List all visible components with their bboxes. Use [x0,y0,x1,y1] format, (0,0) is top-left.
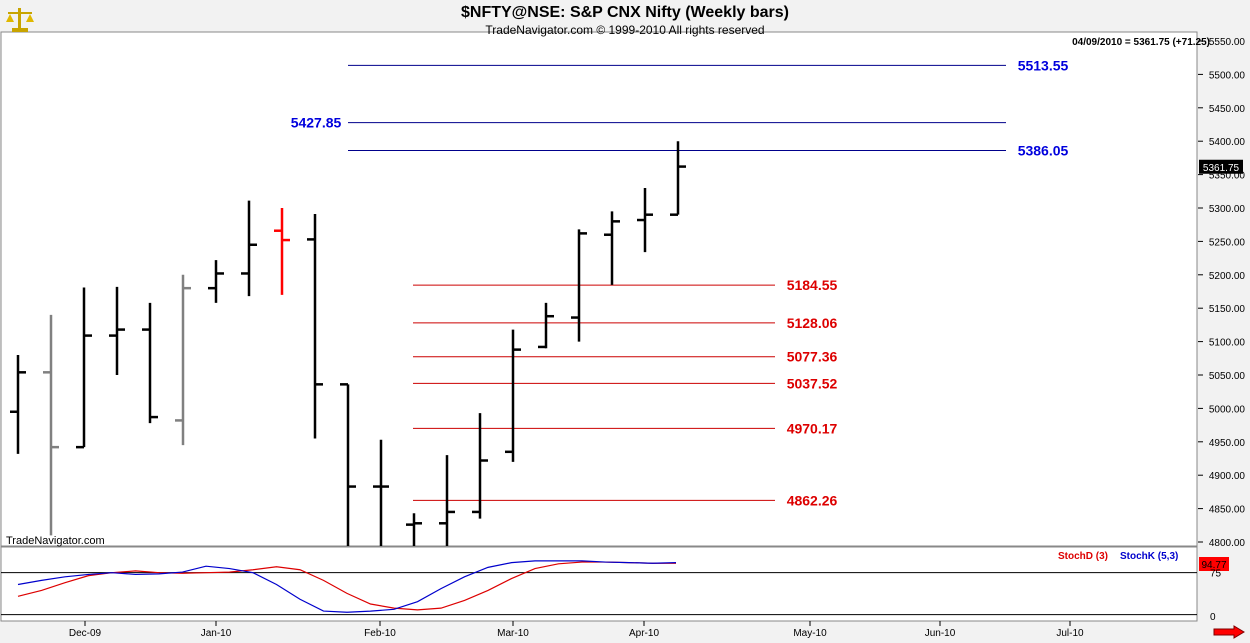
tradenavigator-logo-icon[interactable] [4,4,36,34]
ohlc-bar [43,314,59,536]
ohlc-bar [472,413,488,519]
time-tick-label: Jun-10 [925,628,956,639]
ohlc-bar [439,455,455,546]
price-tick-label: 5300.00 [1209,204,1246,215]
price-tick-label: 5100.00 [1209,338,1246,349]
price-tick-label: 5350.00 [1209,171,1246,182]
support-label: 5184.55 [787,277,838,293]
ohlc-bar [208,260,224,303]
price-tick-label: 4850.00 [1209,505,1246,516]
resistance-label: 5386.05 [1018,143,1069,159]
price-tick-label: 5250.00 [1209,237,1246,248]
price-axis [1198,32,1250,546]
stochastic-panel [0,546,1198,622]
stoch-tick-label: 75 [1210,569,1222,580]
resistance-label: 5513.55 [1018,57,1069,73]
price-panel [0,31,1198,547]
time-tick-label: May-10 [793,628,827,639]
time-axis [0,622,1250,643]
price-tick-label: 4900.00 [1209,471,1246,482]
time-tick-label: Jan-10 [201,628,232,639]
scroll-right-arrow-icon[interactable] [1212,625,1246,639]
price-tick-label: 5400.00 [1209,137,1246,148]
price-axis-ticks: 5550.00 5500.00 5450.00 5400.00 5350.00 5300.… [1198,37,1245,549]
last-price-badge [1199,159,1243,174]
time-axis-labels: Dec-09 Jan-10 Feb-10 Mar-10 Apr-10 May-10 Jun-… [69,621,1084,639]
ohlc-bar [505,329,521,462]
stoch-d-legend: StochD (3) [1058,551,1108,562]
last-price-label: 5361.75 [1203,163,1240,174]
ohlc-bar [241,200,257,297]
price-tick-label: 5200.00 [1209,271,1246,282]
time-tick-label: Mar-10 [497,628,529,639]
price-bars [10,141,686,546]
price-tick-label: 4800.00 [1209,538,1246,549]
price-tick-label: 5550.00 [1209,37,1246,48]
support-label: 5128.06 [787,315,838,331]
ohlc-bar [175,274,191,446]
stoch-value-badge [1199,557,1229,571]
price-tick-label: 5150.00 [1209,304,1246,315]
ohlc-bar [538,302,554,349]
ohlc-bar [406,513,422,546]
ohlc-bar [373,439,389,546]
price-tick-label: 5450.00 [1209,104,1246,115]
price-tick-label: 5000.00 [1209,404,1246,415]
ohlc-bar [274,208,290,295]
stoch-d-series [17,561,676,611]
stoch-k-series [17,560,677,613]
time-tick-label: Jul-10 [1056,628,1084,639]
time-tick-label: Apr-10 [629,628,659,639]
ohlc-bar [604,211,620,285]
stoch-tick-label: 0 [1210,612,1216,623]
support-label: 4970.17 [787,420,838,436]
price-tick-label: 5500.00 [1209,70,1246,81]
ohlc-bar [142,302,158,424]
ohlc-bar [10,354,26,454]
ohlc-bar [76,287,92,449]
watermark-text: TradeNavigator.com [6,535,105,547]
time-tick-label: Dec-09 [69,628,102,639]
stoch-k-legend: StochK (5,3) [1120,551,1178,562]
price-tick-label: 4950.00 [1209,438,1246,449]
price-tick-label: 5050.00 [1209,371,1246,382]
resistance-label: 5427.85 [291,115,342,131]
level-lines: 5513.55 5427.85 5386.05 5184.55 5128.06 5077.… [291,57,1069,508]
support-label: 5077.36 [787,349,838,365]
copyright-text: TradeNavigator.com © 1999-2010 All right… [485,23,765,37]
ohlc-bar [307,214,323,439]
ohlc-bar [571,229,587,342]
support-label: 5037.52 [787,375,838,391]
ohlc-bar [670,141,686,216]
ohlc-bar [340,383,356,546]
last-price-info: 04/09/2010 = 5361.75 (+71.25) [1072,37,1210,48]
ohlc-bar [109,286,125,375]
chart-title: $NFTY@NSE: S&P CNX Nifty (Weekly bars) [461,4,789,21]
support-label: 4862.26 [787,492,838,508]
stoch-value-label: 94.77 [1201,560,1226,571]
ohlc-bar [637,187,653,253]
time-tick-label: Feb-10 [364,628,396,639]
